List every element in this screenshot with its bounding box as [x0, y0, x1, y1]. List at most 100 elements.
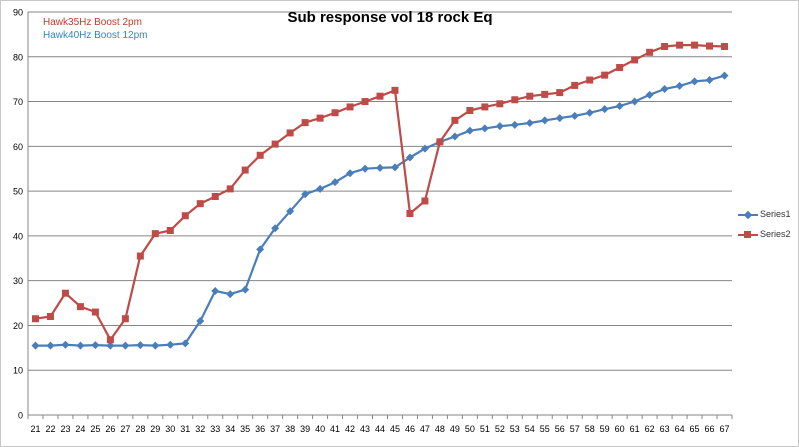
- x-tick-label: 56: [555, 424, 565, 434]
- y-tick-label: 70: [13, 97, 23, 107]
- x-tick-label: 29: [150, 424, 160, 434]
- data-point-series1: [106, 341, 115, 350]
- data-point-series1: [181, 339, 190, 348]
- data-point-series2: [391, 86, 399, 94]
- x-tick-label: 52: [495, 424, 505, 434]
- data-point-series2: [511, 96, 519, 104]
- series-line-series2: [35, 43, 725, 341]
- x-tick-label: 53: [510, 424, 520, 434]
- x-tick-label: 43: [360, 424, 370, 434]
- data-point-series2: [526, 92, 534, 100]
- data-point-series1: [361, 164, 370, 173]
- data-point-series2: [646, 48, 654, 56]
- data-point-series2: [31, 315, 39, 323]
- data-point-series2: [166, 227, 174, 235]
- x-tick-label: 32: [195, 424, 205, 434]
- x-tick-label: 63: [660, 424, 670, 434]
- legend: Series1 Series2: [738, 207, 798, 247]
- data-point-series2: [121, 315, 129, 323]
- data-point-series2: [481, 103, 489, 111]
- x-tick-label: 48: [435, 424, 445, 434]
- x-tick-label: 54: [525, 424, 535, 434]
- data-point-series2: [601, 71, 609, 79]
- legend-item-series2: Series2: [738, 227, 798, 247]
- legend-item-series1: Series1: [738, 207, 798, 227]
- data-point-series2: [76, 303, 84, 311]
- data-point-series1: [61, 340, 70, 349]
- x-tick-label: 26: [105, 424, 115, 434]
- data-point-series1: [121, 341, 130, 350]
- data-point-series1: [211, 286, 220, 295]
- chart-title: Sub response vol 18 rock Eq: [287, 9, 493, 26]
- y-tick-label: 80: [13, 52, 23, 62]
- data-point-series1: [645, 90, 654, 99]
- data-point-series1: [271, 224, 280, 233]
- data-point-series1: [570, 111, 579, 120]
- data-point-series2: [541, 90, 549, 98]
- data-point-series2: [211, 192, 219, 200]
- data-point-series1: [46, 341, 55, 350]
- data-point-series2: [556, 89, 564, 97]
- x-tick-label: 67: [720, 424, 730, 434]
- data-point-series2: [196, 200, 204, 208]
- x-tick-label: 28: [135, 424, 145, 434]
- legend-label-series1: Series1: [760, 209, 791, 219]
- data-point-series1: [705, 76, 714, 85]
- data-point-series1: [151, 341, 160, 350]
- y-tick-label: 30: [13, 276, 23, 286]
- data-point-series2: [91, 308, 99, 316]
- data-point-series1: [675, 81, 684, 90]
- x-tick-label: 62: [645, 424, 655, 434]
- axes: 0 10 20 30 40 50 60 70 80 90 21 22 23 24 25 26 27 28 29 30 3…: [13, 8, 733, 434]
- data-point-series2: [631, 56, 639, 64]
- x-tick-label: 41: [330, 424, 340, 434]
- data-point-series1: [690, 77, 699, 86]
- x-tick-label: 21: [30, 424, 40, 434]
- data-point-series2: [721, 42, 729, 50]
- data-point-series2: [451, 116, 459, 124]
- x-tick-label: 33: [210, 424, 220, 434]
- data-point-series1: [405, 153, 414, 162]
- data-point-series1: [600, 105, 609, 114]
- x-tick-label: 49: [450, 424, 460, 434]
- x-tick-label: 45: [390, 424, 400, 434]
- data-point-series1: [76, 341, 85, 350]
- data-point-series1: [376, 163, 384, 172]
- x-tick-label: 64: [675, 424, 685, 434]
- y-tick-label: 90: [13, 8, 23, 18]
- data-point-series1: [630, 97, 639, 106]
- data-point-series1: [256, 245, 265, 254]
- data-point-series1: [480, 124, 489, 133]
- x-tick-label: 22: [45, 424, 55, 434]
- data-point-series2: [466, 107, 474, 115]
- data-point-series2: [586, 76, 594, 84]
- data-point-series1: [525, 119, 534, 128]
- data-point-series1: [495, 122, 504, 131]
- data-point-series2: [241, 166, 249, 174]
- x-tick-label: 42: [345, 424, 355, 434]
- x-tick-label: 24: [75, 424, 85, 434]
- data-point-series1: [660, 85, 669, 94]
- x-tick-label: 36: [255, 424, 265, 434]
- data-point-series2: [676, 41, 684, 49]
- data-point-series1: [720, 71, 729, 80]
- data-point-series1: [136, 341, 145, 350]
- data-point-series2: [46, 312, 54, 320]
- data-point-series1: [241, 285, 250, 294]
- data-point-series2: [421, 197, 429, 205]
- x-tick-label: 66: [705, 424, 715, 434]
- data-point-series2: [316, 114, 324, 122]
- square-marker-icon: [744, 231, 751, 238]
- data-point-series2: [346, 103, 354, 111]
- data-point-series2: [331, 109, 339, 117]
- data-point-series2: [571, 81, 579, 89]
- data-point-series2: [61, 289, 69, 297]
- legend-label-series2: Series2: [760, 229, 791, 239]
- series-line-series1: [35, 74, 725, 347]
- data-point-series1: [196, 316, 205, 325]
- data-point-series2: [496, 100, 504, 108]
- x-tick-label: 58: [585, 424, 595, 434]
- y-tick-label: 0: [18, 411, 23, 421]
